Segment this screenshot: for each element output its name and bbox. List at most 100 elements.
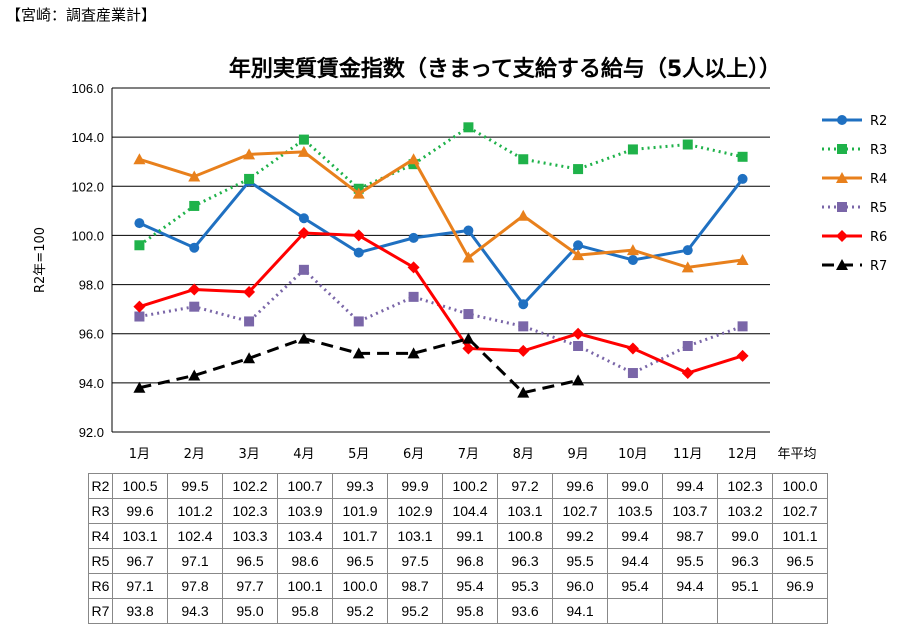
data-point-R7 [297,332,310,344]
table-cell: 99.4 [607,523,663,549]
x-tick-label: 12月 [728,447,758,462]
data-point-R4 [133,153,146,165]
table-cell: 96.8 [442,548,498,574]
data-point-R5 [682,341,693,351]
table-cell: 96.5 [222,548,278,574]
series-line-R2 [138,177,744,307]
y-tick-label: 94.0 [79,376,104,391]
legend-label: R4 [870,172,887,187]
legend-marker-R7 [836,259,848,270]
table-cell: 96.5 [332,548,388,574]
legend-marker-R3 [837,144,847,154]
legend-label: R6 [870,230,887,245]
table-cell: 95.4 [607,573,663,599]
table-cell: 100.2 [442,473,498,499]
table-cell: 99.1 [442,523,498,549]
table-cell: 97.7 [222,573,278,599]
data-point-R4 [188,170,201,182]
x-tick-label: 9月 [567,447,588,462]
table-cell: 99.6 [552,473,608,499]
table-cell: 99.5 [167,473,223,499]
header-label: 【宮崎：調査産業計】 [6,6,157,24]
table-cell: 95.5 [552,548,608,574]
table-cell: 101.2 [167,498,223,524]
data-point-R5 [627,368,638,379]
table-cell: 101.1 [772,523,828,549]
table-cell: 103.5 [607,498,663,524]
data-point-R7 [517,386,530,398]
legend-marker-R2 [837,115,847,125]
table-cell: 102.3 [222,498,278,524]
data-point-R2 [682,245,693,256]
table-cell [662,598,718,624]
data-point-R6 [462,342,475,355]
table-cell: 103.1 [387,523,443,549]
table-cell: 93.8 [112,598,168,624]
table-cell: 103.4 [277,523,333,549]
data-point-R6 [572,327,585,340]
table-cell: 95.8 [442,598,498,624]
data-point-R4 [681,261,694,273]
table-cell: 100.0 [332,573,388,599]
table-cell: 96.9 [772,573,828,599]
table-row: R2 100.5 99.5 102.2 100.7 99.3 99.9 100.2 97.2 99… [88,473,828,499]
row-label: R6 [88,573,113,599]
table-cell: 102.3 [717,473,773,499]
data-point-R7 [462,332,475,344]
data-point-R5 [189,301,200,312]
table-cell: 95.0 [222,598,278,624]
table-cell: 97.2 [497,473,553,499]
data-point-R3 [682,139,693,150]
data-point-R5 [244,316,255,327]
table-cell: 103.1 [497,498,553,524]
data-point-R5 [573,341,584,351]
data-point-R5 [518,321,529,332]
table-cell: 97.8 [167,573,223,599]
data-point-R4 [736,254,749,265]
table-cell: 100.1 [277,573,333,599]
table-cell: 96.3 [497,548,553,574]
data-point-R2 [737,173,748,184]
data-point-R4 [352,187,365,199]
table-cell: 102.7 [552,498,608,524]
data-point-R6 [243,285,256,298]
y-tick-label: 100.0 [71,228,104,243]
table-cell: 101.9 [332,498,388,524]
x-tick-label: 6月 [403,447,424,462]
data-table: R2 100.5 99.5 102.2 100.7 99.3 99.9 100.2 97.2 99… [88,473,828,624]
legend-label: R2 [870,114,887,129]
table-cell: 94.1 [552,598,608,624]
x-tick-label: 3月 [238,447,259,462]
data-point-R2 [189,242,200,253]
data-point-R7 [572,374,585,386]
table-cell: 95.1 [717,573,773,599]
x-tick-label: 10月 [618,447,648,462]
table-cell: 98.7 [387,573,443,599]
table-cell: 95.3 [497,573,553,599]
data-point-R6 [352,229,365,242]
table-cell: 95.2 [332,598,388,624]
data-point-R2 [627,255,638,265]
series-line-R4 [138,150,743,269]
table-cell: 95.8 [277,598,333,624]
table-cell: 94.3 [167,598,223,624]
data-point-R7 [133,381,146,393]
data-point-R6 [681,367,694,380]
table-cell: 93.6 [497,598,553,624]
x-tick-label: 7月 [458,447,479,462]
table-cell: 100.0 [772,473,828,499]
legend-marker-R6 [836,230,848,242]
data-point-R2 [463,225,474,236]
data-point-R5 [353,316,364,327]
y-tick-label: 106.0 [71,81,104,96]
table-cell [607,598,663,624]
x-tick-label: 4月 [293,447,314,462]
table-cell: 101.7 [332,523,388,549]
data-point-R5 [298,264,309,275]
row-label: R3 [88,498,113,524]
data-point-R6 [736,349,749,362]
data-point-R4 [297,145,310,157]
data-point-R7 [352,347,365,359]
data-point-R4 [626,244,639,256]
